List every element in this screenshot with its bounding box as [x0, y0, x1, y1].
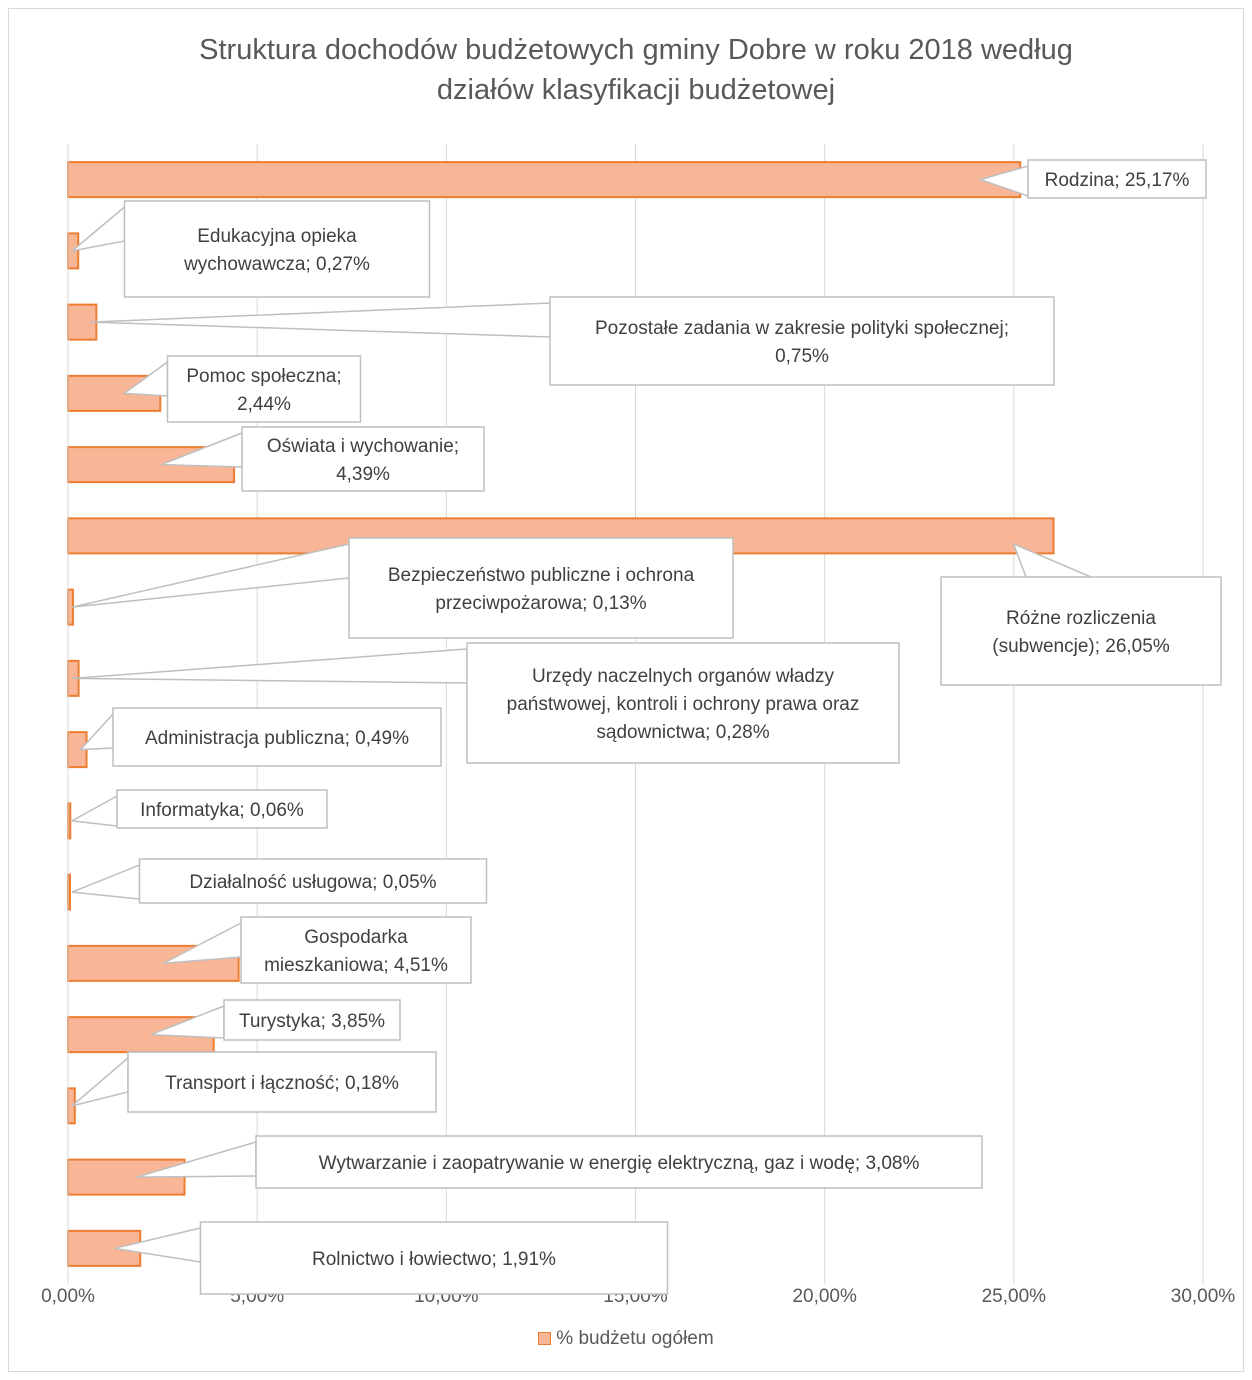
data-label: Administracja publiczna; 0,49% — [145, 728, 409, 749]
data-label-pointer — [90, 302, 551, 338]
x-tick-label: 0,00% — [41, 1286, 95, 1307]
data-label: Różne rozliczenia (subwencje); 26,05% — [992, 608, 1170, 657]
data-label: Działalność usługowa; 0,05% — [189, 872, 436, 893]
data-label: Edukacyjna opieka wychowawcza; 0,27% — [183, 226, 370, 275]
data-label-box — [241, 426, 485, 492]
data-label: Pomoc społeczna; 2,44% — [186, 366, 341, 415]
data-label: Turystyka; 3,85% — [239, 1011, 385, 1032]
data-label-box — [123, 200, 431, 298]
data-label-box — [127, 1051, 437, 1113]
data-label-box — [255, 1135, 983, 1189]
data-label: Rodzina; 25,17% — [1045, 170, 1190, 191]
data-label-pointer — [69, 794, 118, 827]
data-label-box — [166, 355, 362, 423]
legend-swatch — [538, 1332, 552, 1345]
data-label-box — [116, 789, 328, 829]
legend-label: % budżetu ogółem — [556, 1328, 714, 1349]
chart-title: Struktura dochodów budżetowych gminy Dob… — [199, 34, 1073, 106]
data-label-pointer — [71, 1056, 129, 1107]
data-label-box — [240, 916, 472, 984]
data-label: Rolnictwo i łowiectwo; 1,91% — [312, 1249, 556, 1270]
data-label-box — [466, 642, 900, 764]
data-label-box — [138, 858, 488, 904]
data-label-box — [348, 537, 734, 639]
x-tick-label: 20,00% — [792, 1286, 857, 1307]
bars — [67, 161, 1055, 1267]
data-label-box — [223, 999, 401, 1041]
data-label-pointer — [72, 648, 468, 684]
data-label-box — [549, 296, 1055, 386]
bar — [67, 161, 1022, 199]
data-label-pointer — [71, 863, 141, 900]
data-label-pointer — [162, 921, 242, 965]
data-label: Wytwarzanie i zaopatrywanie w energię el… — [319, 1153, 920, 1174]
data-label-box — [1027, 159, 1207, 199]
data-label: Urzędy naczelnych organów władzy państwow… — [507, 666, 860, 743]
x-tick-label: 25,00% — [982, 1286, 1047, 1307]
data-label-box — [199, 1221, 669, 1295]
data-label: Pozostałe zadania w zakresie polityki sp… — [595, 318, 1009, 367]
data-label-box — [940, 576, 1222, 686]
data-labels: Rodzina; 25,17% Edukacyjna opieka wychowaw… — [69, 159, 1222, 1295]
data-label: Bezpieczeństwo publiczne i ochrona przeci… — [388, 565, 695, 614]
x-tick-label: 30,00% — [1171, 1286, 1236, 1307]
data-label: Informatyka; 0,06% — [140, 800, 304, 821]
chart-plot: 0,00% 5,00% 10,00% 15,00% 20,00% 25,00% 30,00%… — [41, 144, 1236, 1307]
data-label-box — [112, 707, 442, 767]
data-label: Oświata i wychowanie; 4,39% — [267, 436, 459, 485]
data-label: Transport i łączność; 0,18% — [165, 1073, 399, 1094]
legend: % budżetu ogółem — [0, 1328, 1252, 1350]
data-label-pointer — [69, 205, 126, 253]
data-label: Gospodarka mieszkaniowa; 4,51% — [264, 927, 448, 976]
